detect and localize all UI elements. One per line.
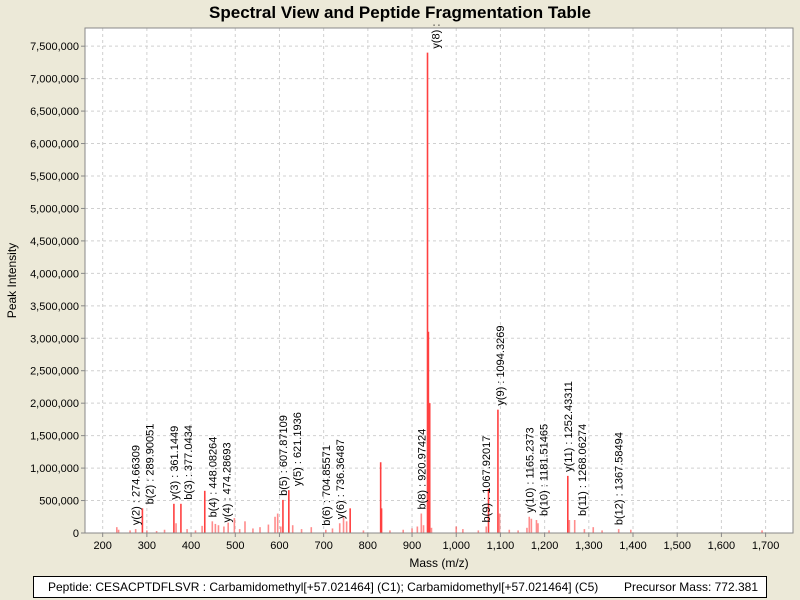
y-tick-label: 1,500,000 [30,431,79,443]
y-tick-label: 4,000,000 [30,268,79,280]
y-tick-label: 500,000 [39,496,79,508]
x-tick-label: 800 [359,540,377,552]
y-axis-label: Peak Intensity [5,243,19,318]
peak-annotation: y(10) : 1165.2373 [524,427,536,512]
y-tick-label: 6,000,000 [30,139,79,151]
peak-annotation: b(3) : 377.0434 [183,425,195,500]
peak-annotation: y(5) : 621.1936 [292,412,304,486]
plot-border [84,27,794,534]
y-tick-label: 5,500,000 [30,171,79,183]
peak-annotation: b(8) : 920.97424 [416,429,428,510]
peak-annotation: b(12) : 1367.58494 [614,432,626,525]
x-tick-label: 900 [403,540,421,552]
peak-annotation: y(4) : 474.28693 [221,442,233,522]
y-tick-label: 3,500,000 [30,301,79,313]
y-tick-label: 5,000,000 [30,203,79,215]
peak-annotation: b(4) : 448.08264 [207,437,219,518]
legend-box: Peptide: CESACPTDFLSVR : Carbamidomethyl… [33,576,767,598]
plot-area [85,28,793,533]
peak-annotation: y(9) : 1094.3269 [495,326,507,406]
x-tick-label: 400 [182,540,200,552]
x-tick-label: 1,700 [752,540,780,552]
peak-annotation: y(3) : 361.1449 [169,426,181,500]
peak-annotation: b(2) : 289.90051 [145,424,157,505]
peak-annotation: b(11) : 1268.06274 [577,424,589,516]
x-tick-label: 1,400 [619,540,647,552]
x-tick-label: 1,100 [487,540,515,552]
y-tick-label: 2,500,000 [30,366,79,378]
peak-annotation: b(9) : 1067.92017 [481,436,493,523]
x-tick-label: 1,600 [708,540,736,552]
x-tick-label: 1,500 [663,540,691,552]
x-tick-label: 200 [93,540,111,552]
peak-annotation: y(8) : [430,24,442,49]
y-tick-label: 4,500,000 [30,236,79,248]
x-tick-label: 500 [226,540,244,552]
x-tick-label: 700 [314,540,332,552]
x-tick-label: 1,300 [575,540,603,552]
x-tick-label: 600 [270,540,288,552]
peak-annotation: b(5) : 607.87109 [278,415,290,496]
x-tick-label: 300 [138,540,156,552]
y-tick-label: 0 [73,528,79,540]
peptide-info: Peptide: CESACPTDFLSVR : Carbamidomethyl… [48,580,599,594]
spectrum-chart: 0 500,000 1,000,000 1,500,000 2,000,000 2,500… [5,24,794,570]
x-axis-label: Mass (m/z) [409,556,468,570]
precursor-mass: Precursor Mass: 772.381 [623,580,758,594]
peak-annotation: y(2) : 274.66309 [131,445,143,525]
peak-annotation: y(11) : 1252.43311 [563,381,575,472]
peak-annotation: b(10) : 1181.51465 [538,424,550,516]
y-tick-label: 7,500,000 [30,41,79,53]
y-tick-label: 7,000,000 [30,74,79,86]
y-tick-label: 3,000,000 [30,333,79,345]
peak-annotation: b(6) : 704.85571 [321,445,333,526]
x-tick-label: 1,000 [442,540,470,552]
y-tick-label: 1,000,000 [30,463,79,475]
peak-annotation: y(6) : 736.36487 [335,439,347,519]
y-tick-label: 6,500,000 [30,106,79,118]
chart-title: Spectral View and Peptide Fragmentation … [209,3,591,22]
x-tick-label: 1,200 [531,540,559,552]
y-tick-label: 2,000,000 [30,398,79,410]
